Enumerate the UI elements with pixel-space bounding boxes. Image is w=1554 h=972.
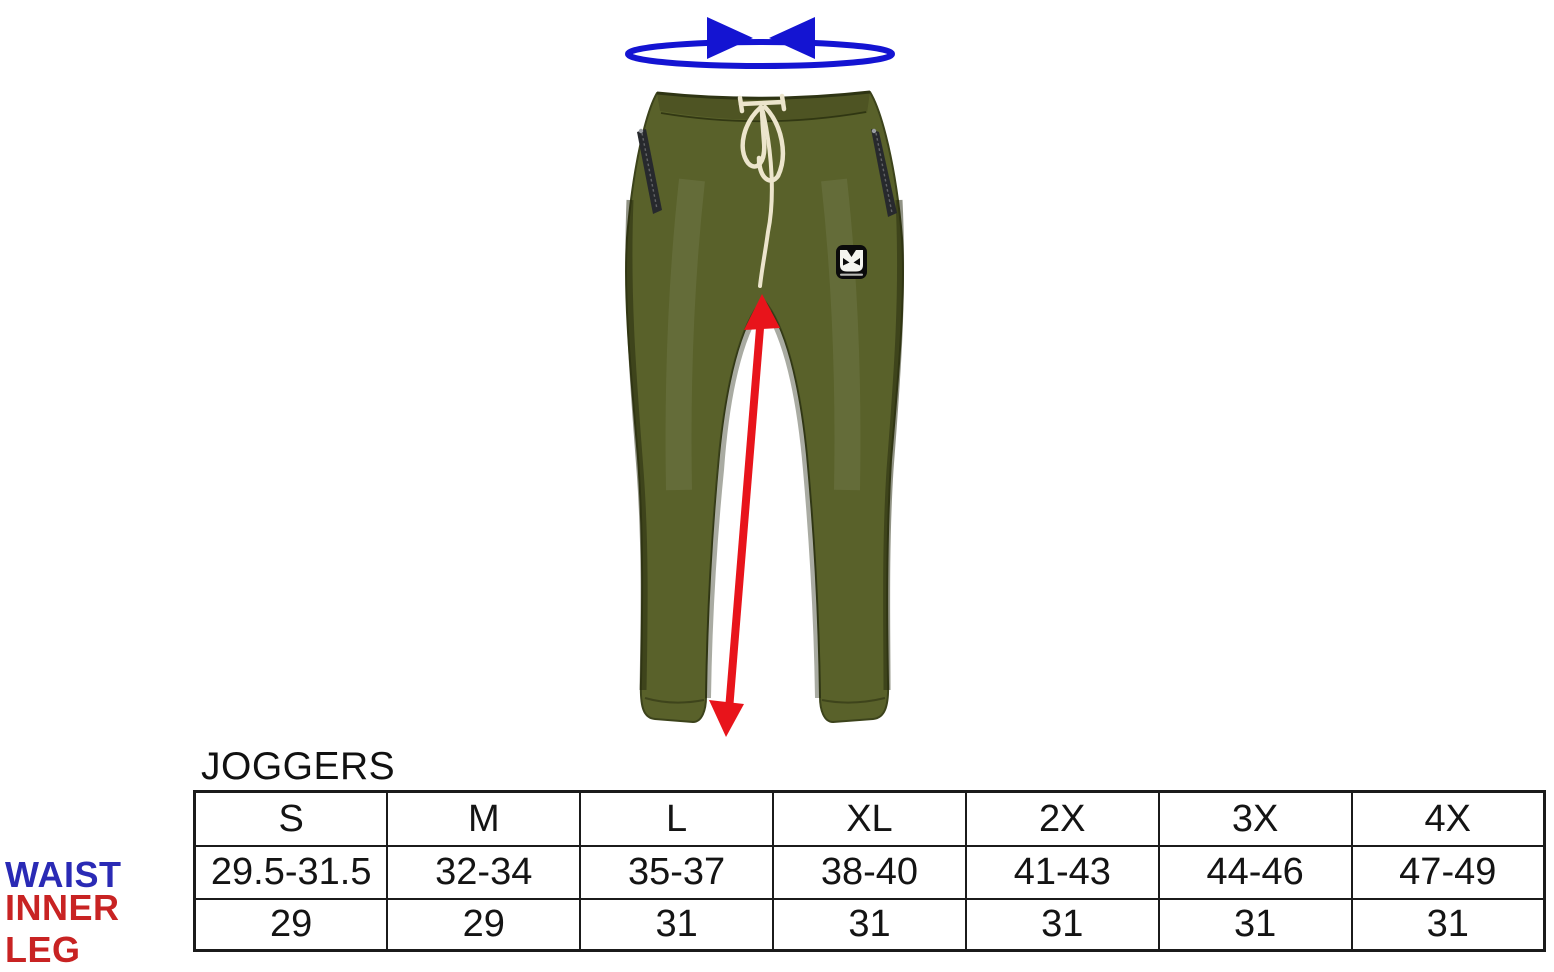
waist-arrowhead-right-icon [707,17,753,59]
waist-arrowhead-left-icon [769,17,815,59]
right-pocket-zipper-icon [871,128,897,217]
row-label-spacer [0,790,193,848]
waist-value: 47-49 [1350,845,1546,900]
waist-value: 35-37 [579,845,775,900]
joggers-illustration [625,17,905,737]
inner-leg-measure-icon [709,294,780,737]
shade-inner-right [766,310,821,699]
chart-title: JOGGERS [201,745,396,788]
inner-leg-arrowhead-bottom [709,700,744,737]
inner-leg-row: 29 29 31 31 31 31 31 [193,898,1546,952]
size-header: 4X [1350,790,1546,847]
inner-leg-value: 31 [964,898,1160,952]
waist-value: 41-43 [964,845,1160,900]
highlight-left-thigh [665,178,705,491]
inner-leg-value: 31 [1157,898,1353,952]
size-header: L [579,790,775,847]
size-header: XL [772,790,967,847]
inner-leg-value: 31 [772,898,967,952]
waist-value: 29.5-31.5 [193,845,389,900]
joggers-graphic [625,90,905,723]
highlight-right-thigh [821,178,861,491]
row-label-inner-leg: INNER LEG [5,886,120,970]
row-label-waist: WAIST [5,854,122,895]
size-header-row: S M L XL 2X 3X 4X [193,790,1546,847]
row-labels: WAIST INNER LEG [0,790,193,970]
shade-left-edge [625,199,648,691]
size-header: S [193,790,389,847]
inner-leg-value: 29 [193,898,389,952]
waist-value: 44-46 [1157,845,1353,900]
brand-logo-glyph-icon [840,250,863,272]
size-header: 3X [1157,790,1353,847]
inner-leg-arrowhead-top [744,294,780,330]
left-cuff-stitch [644,697,705,704]
size-table: S M L XL 2X 3X 4X 29.5-31.5 32-34 35-37 … [193,790,1546,952]
waist-ellipse [625,39,895,69]
left-pocket-zipper-icon [637,128,662,214]
brand-logo-patch [836,245,867,279]
inner-leg-value: 29 [386,898,582,952]
right-cuff-stitch [821,697,886,704]
waistband-top-edge [656,90,871,100]
size-chart: JOGGERS WAIST INNER LEG S M L XL 2X 3X 4… [0,744,1554,970]
size-header: 2X [964,790,1160,847]
waist-value: 38-40 [772,845,967,900]
inner-leg-value: 31 [579,898,775,952]
brand-logo-microtext [840,273,863,276]
drawstring [737,93,787,288]
shade-inner-left [705,310,760,699]
shade-right-edge [883,199,905,691]
waist-value: 32-34 [386,845,582,900]
size-header: M [386,790,582,847]
waist-measure-icon [625,17,895,69]
inner-leg-value: 31 [1350,898,1546,952]
waist-row: 29.5-31.5 32-34 35-37 38-40 41-43 44-46 … [193,845,1546,900]
